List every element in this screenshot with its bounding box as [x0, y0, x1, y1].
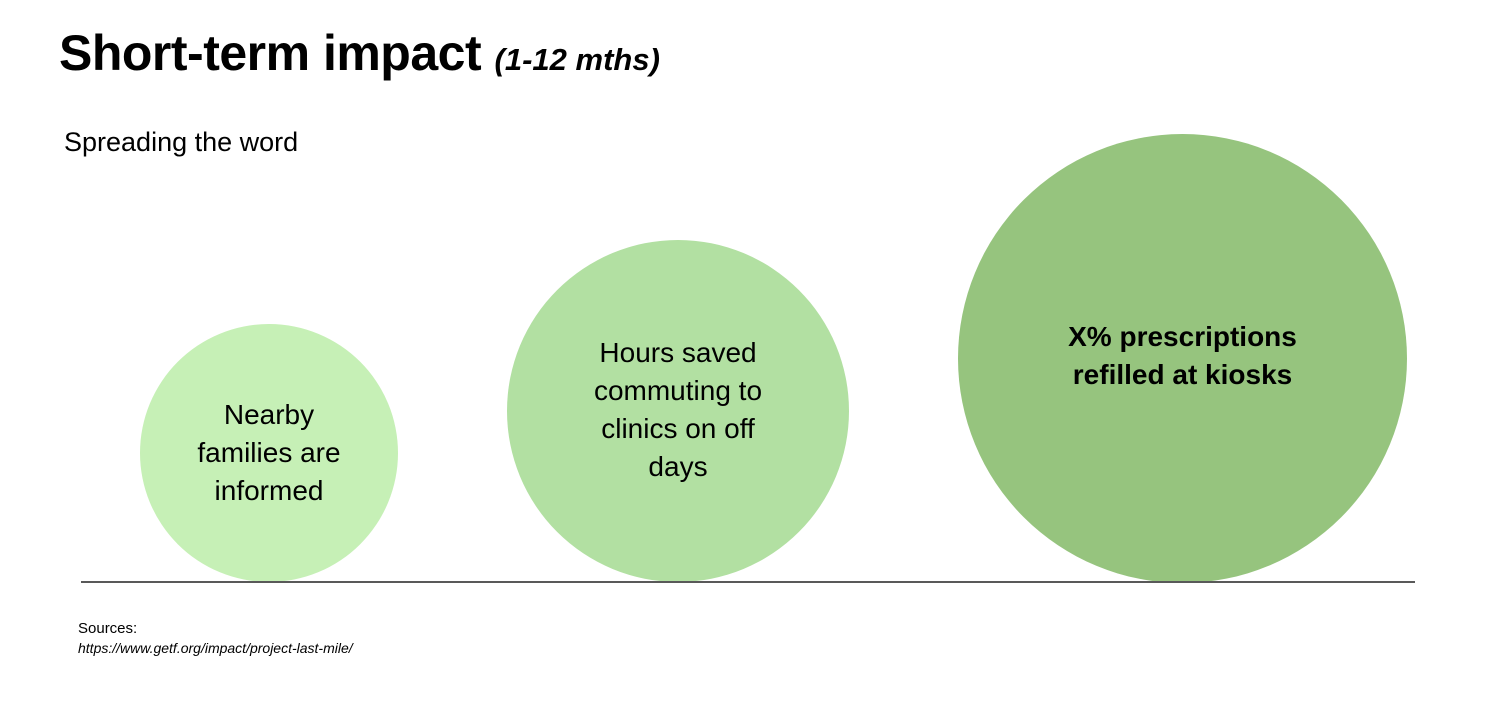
title-main: Short-term impact	[59, 25, 482, 81]
impact-circle-label: X% prescriptions refilled at kiosks	[1068, 321, 1297, 390]
impact-circle-label: Hours saved commuting to clinics on off …	[593, 336, 763, 482]
impact-circle-families-informed: Nearby families are informed	[140, 324, 398, 582]
title-timeframe: (1-12 mths)	[494, 42, 660, 77]
section-subtitle: Spreading the word	[64, 127, 299, 157]
impact-circle-prescriptions-refilled: X% prescriptions refilled at kiosks	[958, 134, 1407, 583]
sources-link[interactable]: https://www.getf.org/impact/project-last…	[78, 640, 353, 656]
impact-circle-hours-saved: Hours saved commuting to clinics on off …	[507, 240, 849, 582]
page-title: Short-term impact (1-12 mths)	[59, 22, 660, 91]
impact-circle-label: Nearby families are informed	[197, 399, 341, 506]
sources-label: Sources:	[78, 620, 138, 637]
baseline-divider	[81, 581, 1415, 583]
